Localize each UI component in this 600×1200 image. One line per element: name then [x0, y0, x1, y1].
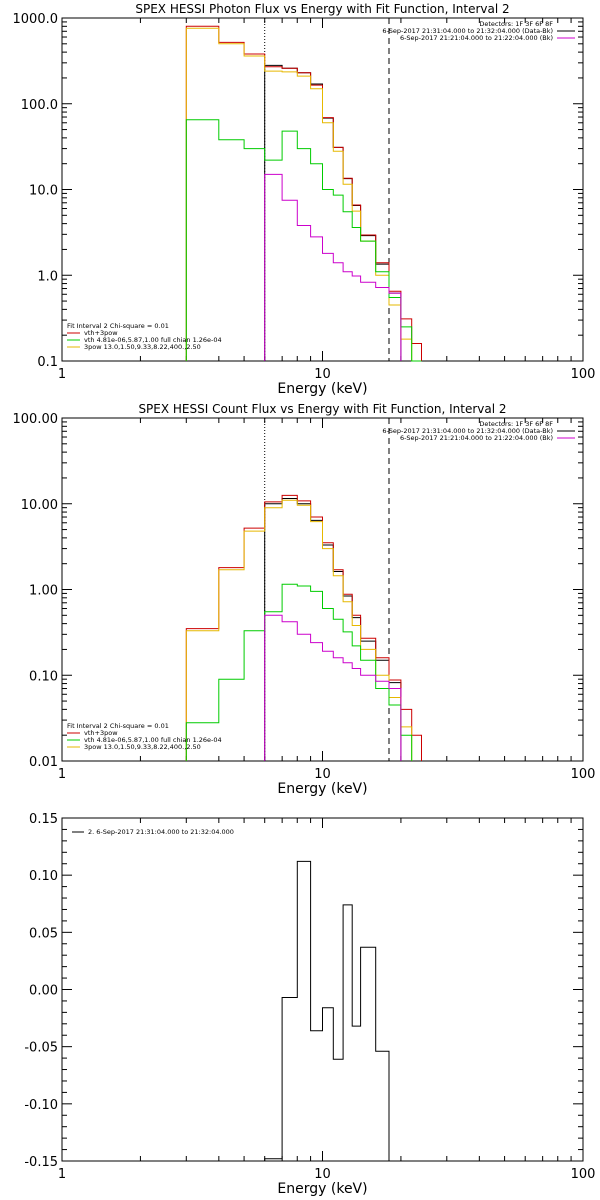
y-tick-label: -0.10: [24, 1098, 58, 1113]
x-tick-label: 10: [314, 1167, 331, 1182]
x-tick-label: 100: [571, 367, 596, 382]
axis-frame-3: [61, 817, 584, 1162]
x-axis-label-1: Energy (keV): [277, 381, 367, 397]
y-tick-label: 100.00: [13, 412, 59, 427]
plot-title-2: SPEX HESSI Count Flux vs Energy with Fit…: [138, 402, 506, 416]
series-3-1: [264, 860, 390, 1161]
y-tick-label: 0.10: [29, 669, 58, 684]
x-tick-label: 1: [58, 367, 66, 382]
y-tick-label: 100.0: [21, 98, 58, 113]
legend-bottom-text: vth 4.81e-06,5.87,1.00 full chian 1.26e-…: [84, 736, 222, 744]
series-2-4: [185, 583, 413, 761]
plot-title-1: SPEX HESSI Photon Flux vs Energy with Fi…: [135, 2, 509, 16]
x-tick-label: 1: [58, 767, 66, 782]
y-tick-label: 0.01: [29, 755, 58, 770]
legend-bottom-text: vth+3pow: [84, 329, 118, 337]
series-2-2: [185, 494, 422, 761]
y-tick-label: 0.1: [37, 355, 58, 370]
legend-bottom-text: Fit Interval 2 Chi-square = 0.01: [67, 722, 169, 730]
legend-bottom-text: 3pow 13.0,1.50,9.33,8.22,400.,2.50: [84, 343, 201, 351]
x-axis-label-2: Energy (keV): [277, 781, 367, 797]
legend-bottom-text: vth 4.81e-06,5.87,1.00 full chian 1.26e-…: [84, 336, 222, 344]
x-tick-label: 10: [314, 767, 331, 782]
y-tick-label: 10.0: [29, 184, 58, 199]
y-tick-label: 1.0: [37, 269, 58, 284]
x-tick-label: 100: [571, 1167, 596, 1182]
x-tick-label: 100: [571, 767, 596, 782]
series-1-1: [264, 64, 402, 361]
y-tick-label: 0.05: [29, 926, 58, 941]
y-tick-label: -0.05: [24, 1041, 58, 1056]
y-tick-label: -0.15: [24, 1155, 58, 1170]
series-1-3: [185, 27, 413, 361]
y-tick-label: 0.00: [29, 984, 58, 999]
x-axis-label-3: Energy (keV): [277, 1181, 367, 1197]
series-2-5: [264, 614, 402, 761]
y-tick-label: 10.00: [21, 498, 58, 513]
legend-top-text: 6-Sep-2017 21:31:04.000 to 21:32:04.000 …: [382, 27, 553, 35]
y-tick-label: 0.15: [29, 812, 58, 827]
axis-frame-2: [61, 417, 584, 762]
series-2-1: [264, 498, 402, 761]
x-tick-label: 1: [58, 1167, 66, 1182]
legend-bottom-text: vth+3pow: [84, 729, 118, 737]
legend-top-text: Detectors: 1F 3F 6F 8F: [479, 20, 553, 28]
y-tick-label: 0.10: [29, 869, 58, 884]
x-tick-label: 10: [314, 367, 331, 382]
series-1-4: [185, 119, 422, 362]
legend-text: 2. 6-Sep-2017 21:31:04.000 to 21:32:04.0…: [88, 828, 234, 836]
legend-top-text: 6-Sep-2017 21:21:04.000 to 21:22:04.000 …: [400, 434, 553, 442]
legend-bottom-text: Fit Interval 2 Chi-square = 0.01: [67, 322, 169, 330]
y-tick-label: 1000.0: [13, 12, 59, 27]
legend-top-text: 6-Sep-2017 21:31:04.000 to 21:32:04.000 …: [382, 427, 553, 435]
legend-top-text: Detectors: 1F 3F 6F 8F: [479, 420, 553, 428]
legend-top-text: 6-Sep-2017 21:21:04.000 to 21:22:04.000 …: [400, 34, 553, 42]
legend-bottom-text: 3pow 13.0,1.50,9.33,8.22,400.,2.50: [84, 743, 201, 751]
y-tick-label: 1.00: [29, 584, 58, 599]
series-1-5: [264, 173, 402, 361]
series-2-3: [185, 499, 413, 761]
